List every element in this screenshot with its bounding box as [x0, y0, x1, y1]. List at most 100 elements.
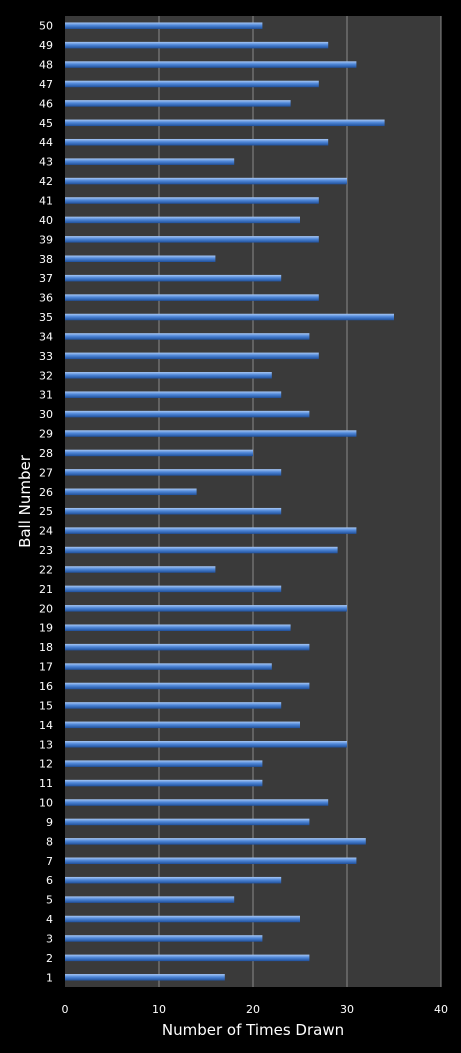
y-tick-label: 47: [39, 78, 53, 91]
bar-ball-8: [65, 838, 366, 845]
y-tick-label: 27: [39, 466, 53, 479]
y-tick-label: 44: [39, 136, 53, 149]
bars: [65, 22, 394, 981]
y-tick-label: 16: [39, 680, 53, 693]
y-tick-label: 45: [39, 117, 53, 130]
y-tick-label: 13: [39, 738, 53, 751]
y-tick-label: 22: [39, 563, 53, 576]
bar-ball-19: [65, 624, 291, 631]
y-axis-title: Ball Number: [16, 454, 34, 548]
bar-ball-24: [65, 527, 357, 534]
bar-ball-25: [65, 507, 282, 515]
y-tick-label: 18: [39, 641, 53, 654]
y-tick-label: 35: [39, 311, 53, 324]
bar-ball-12: [65, 760, 263, 767]
bar-ball-46: [65, 100, 291, 107]
bar-ball-34: [65, 333, 310, 340]
y-tick-label: 46: [39, 97, 53, 110]
bar-ball-9: [65, 818, 310, 826]
bar-ball-29: [65, 430, 357, 437]
y-tick-label: 6: [46, 874, 53, 887]
bar-ball-43: [65, 158, 235, 165]
y-tick-label: 2: [46, 952, 53, 965]
y-tick-label: 5: [46, 894, 53, 907]
y-tick-label: 40: [39, 214, 53, 227]
bar-ball-33: [65, 352, 319, 360]
y-tick-label: 14: [39, 719, 53, 732]
y-tick-label: 42: [39, 175, 53, 188]
bar-ball-17: [65, 663, 272, 670]
bar-ball-16: [65, 682, 310, 690]
y-tick-label: 8: [46, 835, 53, 848]
bar-ball-28: [65, 449, 253, 457]
y-tick-label: 17: [39, 661, 53, 674]
bar-ball-37: [65, 274, 282, 282]
y-tick-label: 10: [39, 797, 53, 810]
bar-ball-48: [65, 61, 357, 68]
bar-ball-40: [65, 216, 300, 224]
y-tick-label: 43: [39, 156, 53, 169]
bar-ball-23: [65, 546, 338, 554]
y-tick-label: 29: [39, 428, 53, 441]
bar-ball-38: [65, 255, 216, 262]
bar-ball-10: [65, 799, 329, 806]
y-tick-label: 50: [39, 20, 53, 33]
x-tick-label: 40: [434, 1003, 448, 1016]
y-tick-label: 12: [39, 758, 53, 771]
x-tick-label: 20: [246, 1003, 260, 1016]
y-tick-label: 4: [46, 913, 53, 926]
y-tick-label: 49: [39, 39, 53, 52]
bar-ball-18: [65, 643, 310, 651]
y-tick-label: 21: [39, 583, 53, 596]
bar-ball-50: [65, 22, 263, 29]
bar-ball-21: [65, 585, 282, 593]
y-tick-label: 41: [39, 194, 53, 207]
x-tick-label: 10: [152, 1003, 166, 1016]
y-tick-label: 7: [46, 855, 53, 868]
bar-ball-11: [65, 779, 263, 787]
y-tick-label: 39: [39, 233, 53, 246]
y-tick-label: 30: [39, 408, 53, 421]
bar-ball-45: [65, 119, 385, 127]
y-tick-label: 48: [39, 59, 53, 72]
bar-ball-44: [65, 138, 329, 146]
bar-ball-1: [65, 974, 225, 981]
x-tick-label: 30: [340, 1003, 354, 1016]
bar-ball-6: [65, 876, 282, 884]
y-tick-label: 32: [39, 369, 53, 382]
y-tick-label: 23: [39, 544, 53, 557]
y-tick-label: 19: [39, 622, 53, 635]
y-tick-labels: 1234567891011121314151617181920212223242…: [39, 20, 53, 985]
y-tick-label: 34: [39, 330, 53, 343]
bar-ball-31: [65, 391, 282, 398]
y-tick-label: 3: [46, 932, 53, 945]
bar-ball-42: [65, 177, 347, 185]
y-tick-label: 26: [39, 486, 53, 499]
x-tick-label: 0: [62, 1003, 69, 1016]
x-tick-labels: 0 10 20 30 40: [62, 1003, 449, 1016]
bar-ball-27: [65, 469, 282, 476]
y-tick-label: 20: [39, 602, 53, 615]
y-tick-label: 1: [46, 971, 53, 984]
bar-ball-14: [65, 721, 300, 729]
bar-ball-5: [65, 896, 235, 903]
bar-ball-15: [65, 702, 282, 709]
y-tick-label: 11: [39, 777, 53, 790]
y-tick-label: 9: [46, 816, 53, 829]
y-tick-label: 38: [39, 253, 53, 266]
bar-ball-47: [65, 80, 319, 88]
y-tick-label: 28: [39, 447, 53, 460]
bar-ball-26: [65, 488, 197, 496]
bar-ball-7: [65, 857, 357, 865]
bar-ball-49: [65, 41, 329, 49]
bar-ball-2: [65, 954, 310, 962]
bar-ball-32: [65, 372, 272, 379]
y-tick-label: 25: [39, 505, 53, 518]
y-tick-label: 24: [39, 525, 53, 538]
y-tick-label: 36: [39, 292, 53, 305]
bar-ball-30: [65, 410, 310, 418]
y-tick-label: 33: [39, 350, 53, 363]
x-axis-title: Number of Times Drawn: [162, 1021, 344, 1039]
